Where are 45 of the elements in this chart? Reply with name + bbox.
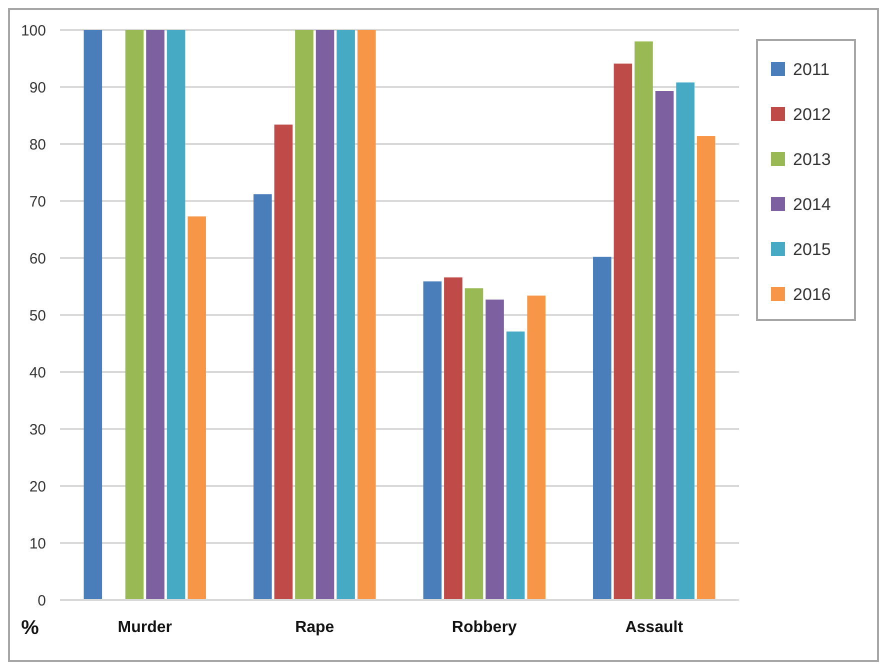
y-tick-label: 0 [38, 592, 46, 610]
bar [527, 296, 546, 600]
bar [84, 30, 102, 600]
y-tick-label: 90 [29, 79, 46, 96]
bar [676, 82, 694, 600]
y-tick-label: 100 [20, 22, 46, 40]
y-tick-label: 40 [29, 364, 46, 382]
y-tick-label: 50 [29, 307, 46, 324]
bar [125, 30, 144, 600]
bar [316, 30, 334, 600]
y-tick-label: 10 [29, 535, 46, 552]
bar [254, 194, 272, 600]
bar [357, 30, 376, 600]
legend-label: 2013 [793, 150, 831, 169]
bar [188, 216, 206, 600]
legend-label: 2011 [793, 60, 830, 79]
y-tick-label: 20 [29, 478, 46, 496]
legend-label: 2014 [793, 194, 831, 214]
legend-label: 2016 [793, 284, 831, 304]
bar [444, 277, 462, 600]
y-axis-title: % [21, 617, 40, 639]
bar [634, 41, 653, 600]
bar [593, 256, 612, 600]
legend-label: 2015 [793, 240, 831, 259]
x-tick-label: Assault [625, 619, 684, 636]
y-tick-label: 30 [29, 421, 46, 438]
x-tick-label: Robbery [452, 619, 517, 636]
y-tick-label: 70 [29, 193, 46, 210]
bar [655, 90, 674, 600]
legend-label: 2012 [793, 104, 831, 124]
bar [295, 30, 314, 600]
y-tick-label: 60 [29, 250, 46, 268]
bar [336, 30, 355, 600]
bar [486, 300, 504, 600]
bar [146, 30, 164, 600]
bar [274, 124, 293, 600]
bar [166, 30, 186, 600]
bar [696, 136, 716, 600]
bar [506, 332, 525, 600]
x-tick-label: Murder [118, 619, 172, 636]
y-tick-label: 80 [29, 136, 46, 154]
x-tick-label: Rape [295, 619, 334, 636]
bar [614, 64, 632, 600]
bar [464, 288, 484, 600]
bar [423, 281, 442, 600]
